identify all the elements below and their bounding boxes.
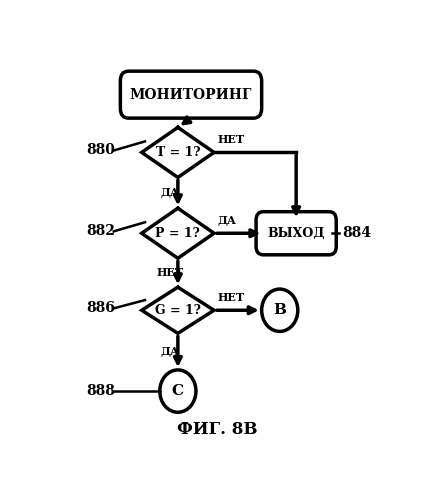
Text: Т = 1?: Т = 1? — [156, 146, 200, 159]
Text: В: В — [273, 303, 286, 318]
Text: 884: 884 — [342, 226, 371, 240]
Polygon shape — [142, 287, 214, 334]
Circle shape — [262, 289, 298, 332]
Text: G = 1?: G = 1? — [155, 304, 201, 317]
Text: С: С — [172, 384, 184, 398]
Text: 882: 882 — [86, 224, 115, 238]
Text: ДА: ДА — [160, 346, 179, 357]
Text: ДА: ДА — [217, 216, 236, 226]
Polygon shape — [142, 208, 214, 258]
Text: НЕТ: НЕТ — [156, 267, 183, 278]
Text: ВЫХОД: ВЫХОД — [268, 227, 325, 240]
Text: 886: 886 — [86, 302, 115, 316]
Text: ДА: ДА — [160, 188, 179, 198]
Text: МОНИТОРИНГ: МОНИТОРИНГ — [130, 88, 252, 102]
Text: НЕТ: НЕТ — [217, 292, 244, 304]
Circle shape — [160, 370, 196, 412]
Polygon shape — [142, 128, 214, 178]
FancyBboxPatch shape — [120, 71, 262, 118]
Text: 880: 880 — [86, 144, 115, 158]
Text: 888: 888 — [86, 384, 115, 398]
FancyBboxPatch shape — [256, 212, 336, 255]
Text: ФИГ. 8В: ФИГ. 8В — [177, 421, 257, 438]
Text: НЕТ: НЕТ — [217, 134, 244, 145]
Text: Р = 1?: Р = 1? — [156, 227, 200, 240]
